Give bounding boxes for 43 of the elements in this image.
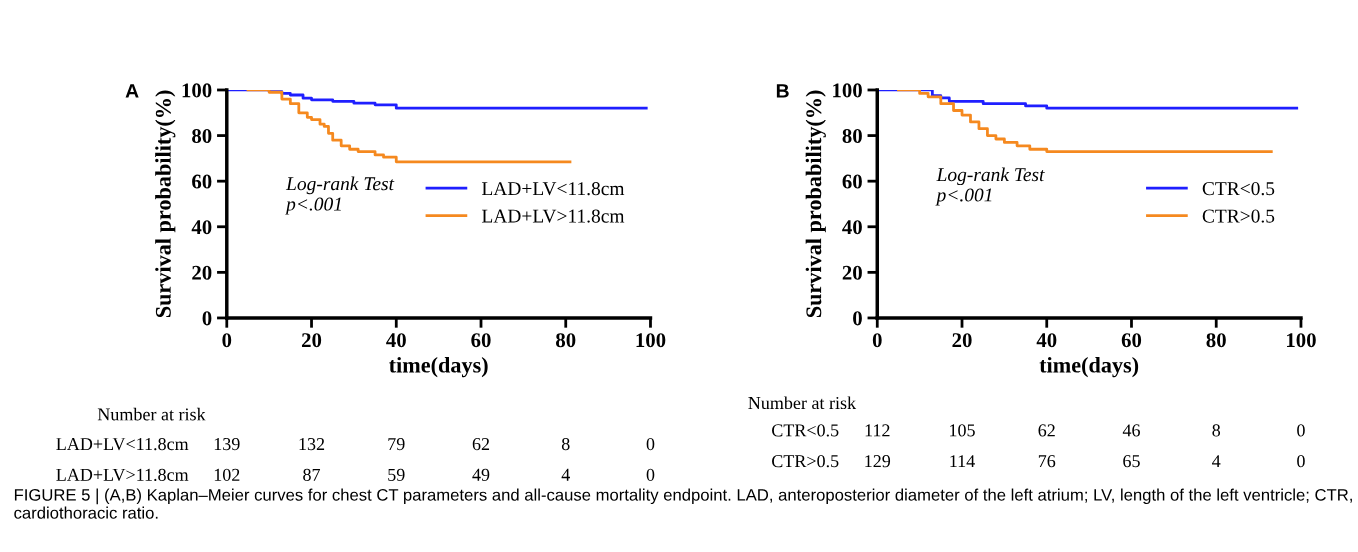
- x-axis-title: time(days): [389, 356, 488, 378]
- y-axis-title: Survival probability(%): [805, 90, 826, 318]
- legend-label: CTR>0.5: [1202, 209, 1275, 223]
- text: Number at risk: [748, 396, 857, 410]
- caption: FIGURE 5 | (A,B) Kaplan–Meier curves for chest CT parameters and all-cause mortality endpoint. LAD, anteroposterior diameter of the left atrium; LV, length of the left ventricle; CTR, cardiothoracic ratio.: [14, 488, 1352, 519]
- y-tick-label: 40: [842, 220, 862, 235]
- x-tick-label: 20: [952, 333, 972, 348]
- text: LAD+LV>11.8cm 102 87 59 49 4 0: [56, 468, 655, 482]
- y-tick-label: 80: [842, 128, 862, 143]
- text: CTR>0.5 129 114 76 65 4 0: [772, 455, 1305, 468]
- x-tick-label: 60: [471, 333, 491, 348]
- y-axis-title: Survival probability(%): [155, 90, 176, 318]
- y-tick-label: 60: [842, 174, 862, 189]
- x-tick-label: 100: [636, 333, 666, 348]
- y-tick-label: 20: [192, 265, 212, 280]
- chart-title: A: [125, 84, 139, 98]
- y-tick-label: 0: [853, 311, 862, 326]
- y-tick-label: 100: [833, 83, 862, 98]
- chart-title: B: [776, 84, 789, 98]
- text: CTR<0.5 112 105 62 46 8 0: [772, 424, 1305, 437]
- x-tick-label: 20: [301, 333, 322, 348]
- legend-label: CTR<0.5: [1202, 182, 1275, 196]
- annotation: Log-rank Test p<.001: [935, 167, 1045, 206]
- x-tick-label: 40: [386, 333, 406, 348]
- annotation: Log-rank Test p<.001: [284, 176, 395, 215]
- x-tick-label: 60: [1121, 333, 1142, 348]
- x-tick-label: 0: [222, 333, 232, 348]
- x-tick-label: 80: [1206, 333, 1226, 348]
- legend-label: LAD+LV<11.8cm: [481, 182, 625, 196]
- text: Number at risk: [97, 407, 206, 421]
- y-tick-label: 80: [192, 128, 212, 143]
- x-axis-title: time(days): [1039, 356, 1139, 378]
- x-tick-label: 0: [872, 333, 882, 348]
- x-tick-label: 100: [1287, 333, 1316, 348]
- y-tick-label: 100: [182, 83, 212, 98]
- y-tick-label: 60: [192, 174, 212, 189]
- y-tick-label: 20: [842, 265, 862, 280]
- y-tick-label: 40: [191, 220, 212, 235]
- y-tick-label: 0: [202, 311, 212, 326]
- x-tick-label: 80: [556, 333, 576, 348]
- text: LAD+LV<11.8cm 139 132 79 62 8 0: [56, 437, 655, 451]
- x-tick-label: 40: [1036, 333, 1057, 348]
- legend-label: LAD+LV>11.8cm: [481, 209, 625, 223]
